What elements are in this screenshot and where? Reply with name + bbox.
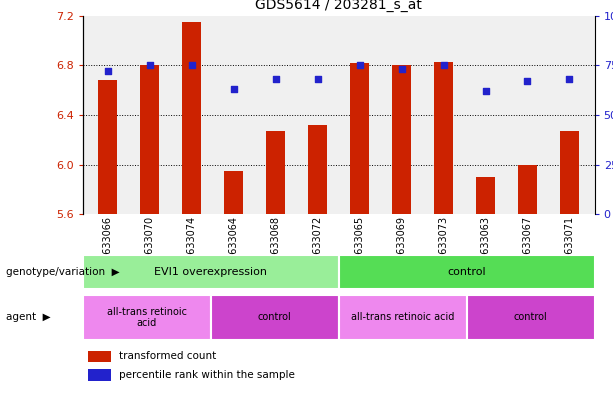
Bar [83,255,338,289]
Point [103,68,113,74]
Bar [211,295,338,340]
Bar [88,369,111,381]
Text: control: control [258,312,292,322]
Text: control: control [514,312,547,322]
Point [565,76,574,83]
Bar [140,65,159,214]
Point [397,66,406,72]
Text: all-trans retinoic acid: all-trans retinoic acid [351,312,454,322]
Bar [466,295,595,340]
Point [187,62,197,68]
Bar [560,131,579,214]
Bar [476,177,495,214]
Bar [224,171,243,214]
Point [271,76,281,83]
Bar [308,125,327,214]
Point [145,62,155,68]
Bar [99,80,117,214]
Bar [434,62,453,214]
Bar [350,63,369,214]
Text: percentile rank within the sample: percentile rank within the sample [118,370,294,380]
Bar [88,351,111,362]
Bar [338,255,595,289]
Text: transformed count: transformed count [118,351,216,362]
Point [355,62,365,68]
Text: genotype/variation  ▶: genotype/variation ▶ [6,267,120,277]
Point [439,62,449,68]
Point [229,86,238,92]
Bar [392,65,411,214]
Point [481,88,490,94]
Text: agent  ▶: agent ▶ [6,312,51,322]
Text: control: control [447,267,486,277]
Bar [83,295,211,340]
Title: GDS5614 / 203281_s_at: GDS5614 / 203281_s_at [255,0,422,12]
Bar [183,22,201,214]
Bar [338,295,466,340]
Point [313,76,322,83]
Text: all-trans retinoic
acid: all-trans retinoic acid [107,307,187,328]
Bar [266,131,285,214]
Text: EVI1 overexpression: EVI1 overexpression [154,267,267,277]
Bar [518,165,537,214]
Point [522,78,532,84]
